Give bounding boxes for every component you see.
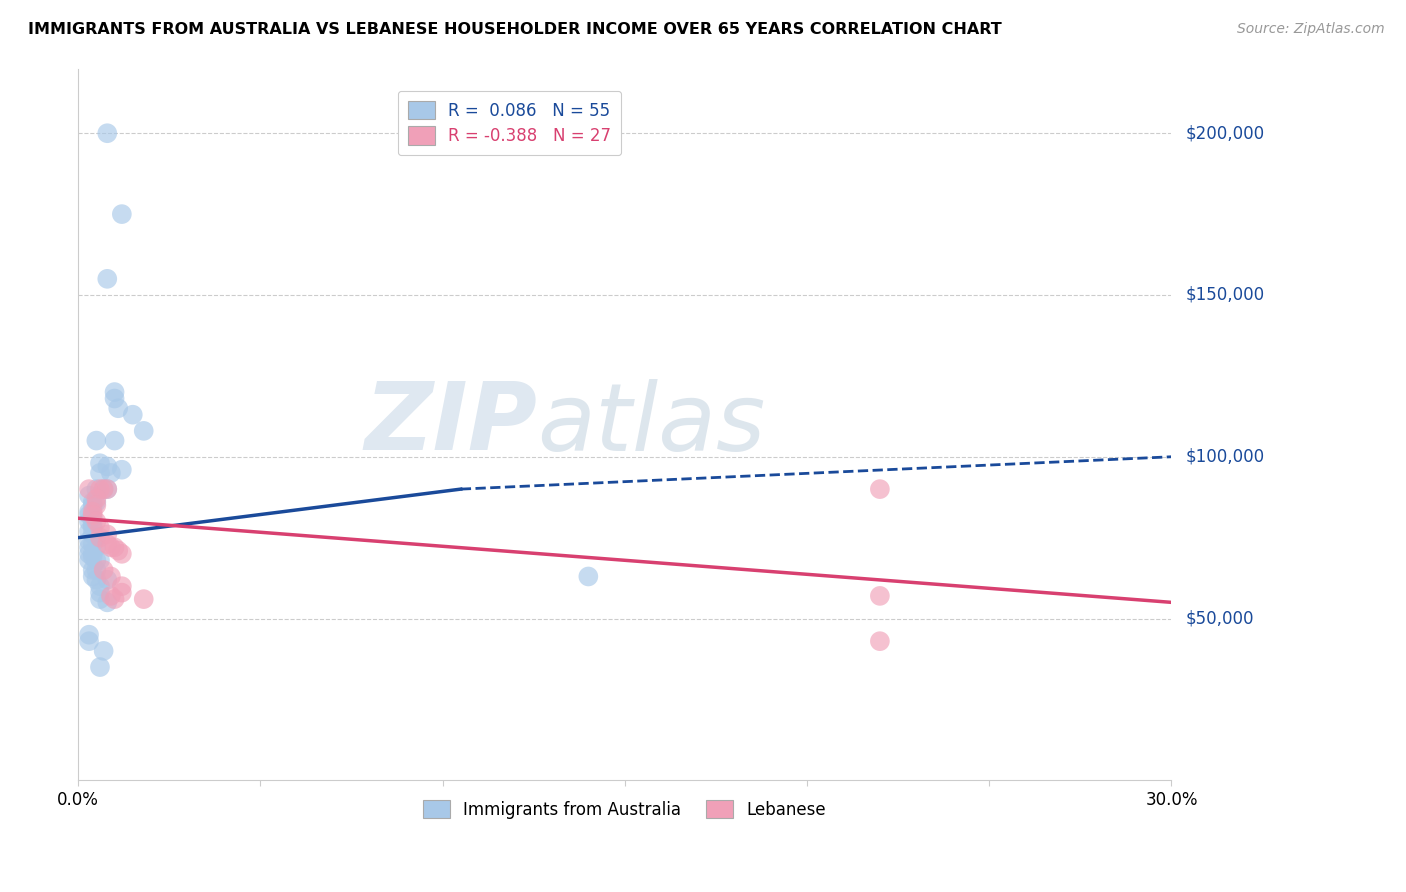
Point xyxy=(89,482,111,496)
Point xyxy=(103,592,125,607)
Point xyxy=(96,459,118,474)
Text: atlas: atlas xyxy=(537,379,765,470)
Point xyxy=(93,563,115,577)
Point xyxy=(82,569,104,583)
Point xyxy=(96,573,118,587)
Text: $150,000: $150,000 xyxy=(1185,286,1264,304)
Point xyxy=(89,456,111,470)
Point xyxy=(86,491,108,506)
Point xyxy=(89,579,111,593)
Point xyxy=(82,563,104,577)
Point xyxy=(89,592,111,607)
Point xyxy=(86,434,108,448)
Point xyxy=(96,126,118,140)
Point xyxy=(111,463,134,477)
Point xyxy=(77,505,100,519)
Point xyxy=(82,508,104,522)
Point xyxy=(869,589,891,603)
Point xyxy=(93,644,115,658)
Point xyxy=(111,547,134,561)
Point xyxy=(100,541,122,555)
Point xyxy=(77,634,100,648)
Point xyxy=(103,434,125,448)
Point xyxy=(86,573,108,587)
Point xyxy=(576,569,599,583)
Point xyxy=(111,579,134,593)
Point xyxy=(82,527,104,541)
Point xyxy=(89,466,111,480)
Point xyxy=(100,589,122,603)
Point xyxy=(77,547,100,561)
Point xyxy=(86,515,108,529)
Point xyxy=(107,543,129,558)
Point xyxy=(132,424,155,438)
Point xyxy=(103,541,125,555)
Point xyxy=(77,541,100,555)
Point xyxy=(96,595,118,609)
Point xyxy=(869,482,891,496)
Text: $50,000: $50,000 xyxy=(1185,609,1254,628)
Point xyxy=(93,482,115,496)
Point xyxy=(86,553,108,567)
Point xyxy=(89,585,111,599)
Point xyxy=(77,553,100,567)
Point xyxy=(86,531,108,545)
Point xyxy=(103,392,125,406)
Point xyxy=(86,563,108,577)
Point xyxy=(107,401,129,416)
Point xyxy=(77,508,100,522)
Point xyxy=(96,527,118,541)
Point xyxy=(132,592,155,607)
Point xyxy=(103,385,125,400)
Point xyxy=(82,547,104,561)
Point xyxy=(82,537,104,551)
Point xyxy=(82,521,104,535)
Point xyxy=(89,531,111,545)
Point xyxy=(82,498,104,512)
Point xyxy=(100,569,122,583)
Point xyxy=(77,533,100,548)
Point xyxy=(96,482,118,496)
Text: ZIP: ZIP xyxy=(364,378,537,470)
Point xyxy=(86,495,108,509)
Point xyxy=(86,498,108,512)
Point xyxy=(96,537,118,551)
Point xyxy=(89,521,111,535)
Point xyxy=(86,541,108,555)
Text: Source: ZipAtlas.com: Source: ZipAtlas.com xyxy=(1237,22,1385,37)
Point xyxy=(111,585,134,599)
Point xyxy=(96,272,118,286)
Point xyxy=(82,517,104,532)
Point xyxy=(82,511,104,525)
Point xyxy=(121,408,143,422)
Point xyxy=(77,524,100,538)
Point xyxy=(100,466,122,480)
Point xyxy=(82,495,104,509)
Legend: Immigrants from Australia, Lebanese: Immigrants from Australia, Lebanese xyxy=(416,793,832,825)
Point xyxy=(77,628,100,642)
Point xyxy=(869,634,891,648)
Point xyxy=(96,482,118,496)
Point xyxy=(86,482,108,496)
Point xyxy=(82,550,104,565)
Text: IMMIGRANTS FROM AUSTRALIA VS LEBANESE HOUSEHOLDER INCOME OVER 65 YEARS CORRELATI: IMMIGRANTS FROM AUSTRALIA VS LEBANESE HO… xyxy=(28,22,1002,37)
Point xyxy=(111,207,134,221)
Point xyxy=(89,660,111,674)
Point xyxy=(82,505,104,519)
Text: $200,000: $200,000 xyxy=(1185,124,1264,142)
Point xyxy=(77,515,100,529)
Point xyxy=(89,553,111,567)
Text: $100,000: $100,000 xyxy=(1185,448,1264,466)
Point xyxy=(93,482,115,496)
Point xyxy=(77,489,100,503)
Point xyxy=(77,482,100,496)
